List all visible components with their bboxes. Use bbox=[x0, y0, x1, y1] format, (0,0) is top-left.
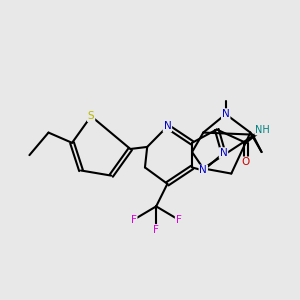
Text: F: F bbox=[153, 225, 159, 235]
Text: F: F bbox=[176, 215, 182, 225]
Text: N: N bbox=[222, 109, 230, 119]
Text: N: N bbox=[200, 166, 207, 176]
Text: N: N bbox=[164, 122, 171, 131]
Text: NH: NH bbox=[255, 124, 270, 134]
Text: N: N bbox=[220, 148, 227, 158]
Text: O: O bbox=[242, 157, 250, 167]
Text: F: F bbox=[131, 215, 137, 225]
Text: S: S bbox=[88, 111, 94, 121]
